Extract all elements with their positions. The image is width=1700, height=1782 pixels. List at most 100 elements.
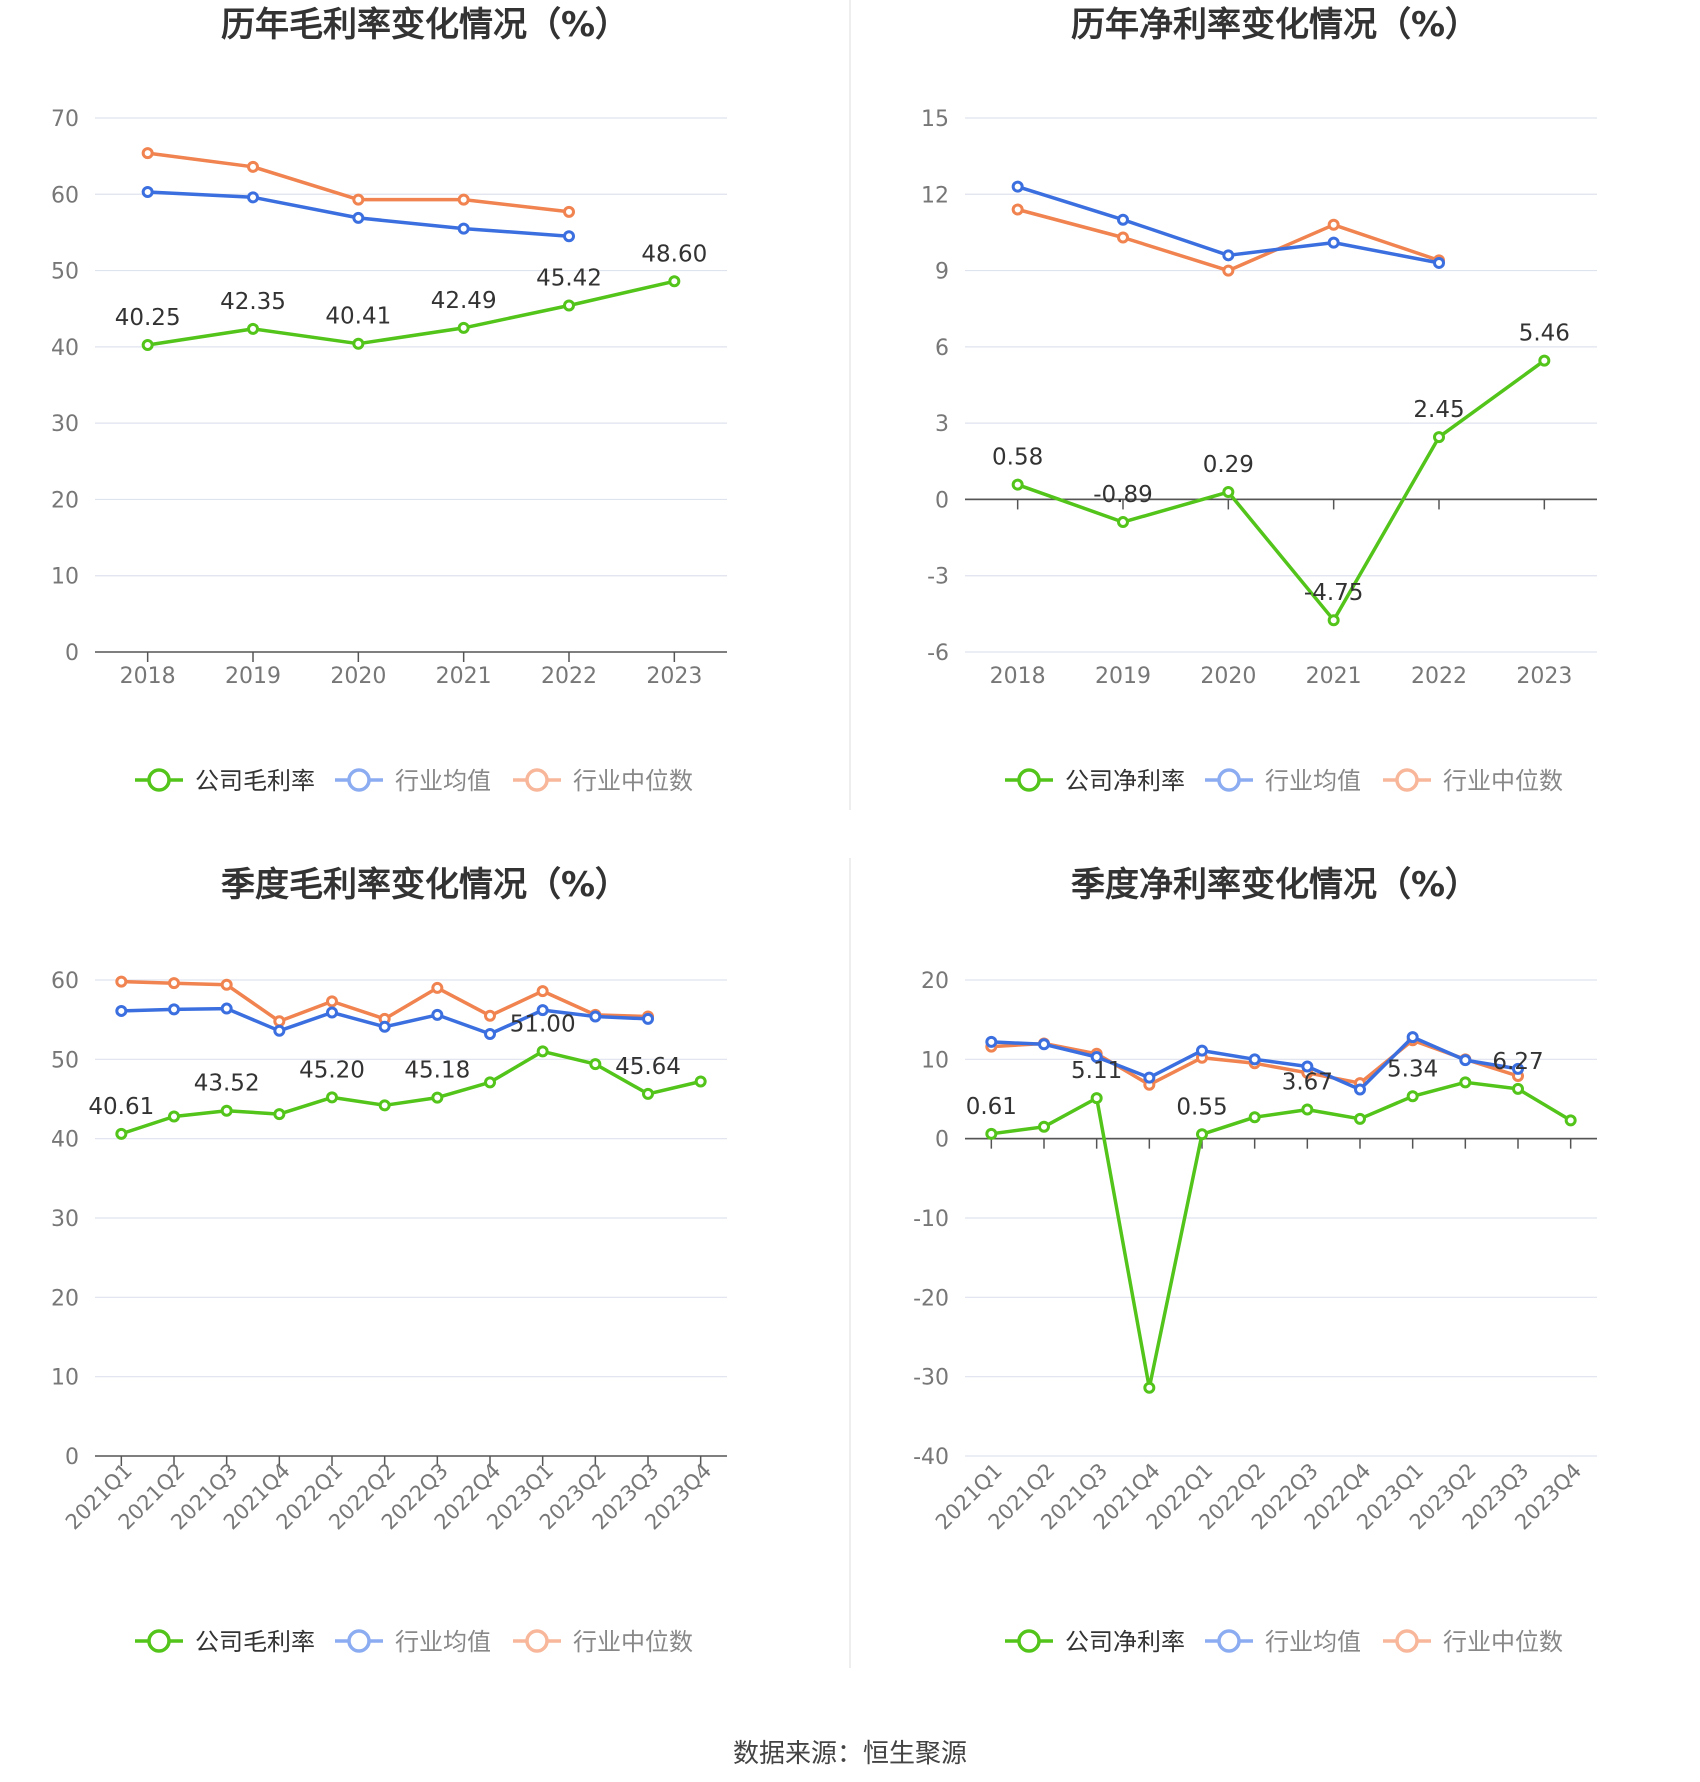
data-point-industry_mean [589,1010,602,1023]
series-line-company [120,1049,702,1136]
y-tick-label: 12 [921,183,949,208]
data-point-company [1301,1103,1314,1116]
data-point-company [1248,1111,1261,1124]
legend-circle-icon [1217,1629,1241,1653]
y-tick-label: 3 [935,412,949,437]
y-tick-label: 10 [51,565,79,590]
data-label: -4.75 [1304,580,1364,606]
data-point-industry_mean [457,222,470,235]
data-point-industry_mean [378,1020,391,1033]
legend-circle-icon [1395,768,1419,792]
series-industry_mean [115,1002,654,1040]
data-label: 42.49 [431,288,497,314]
data-point-company [352,337,365,350]
chart-title: 季度毛利率变化情况（%） [221,865,629,905]
y-tick-label: -10 [913,1207,949,1232]
series-industry_mean [985,1031,1524,1096]
y-tick-label: 30 [51,412,79,437]
x-tick-label: 2022 [541,664,597,689]
data-point-company [326,1091,338,1104]
legend-item-company: 公司净利率 [1005,767,1185,795]
y-tick-label: 0 [65,1445,79,1470]
y-tick-label: 9 [935,260,949,285]
data-label: 0.29 [1203,452,1254,478]
data-label: 45.20 [299,1057,365,1083]
series-company: 40.61 43.52 45.20 45.18 51.00 45.64 [88,1011,707,1140]
legend-item-industry_median: 行业中位数 [1383,1628,1563,1656]
legend-label: 行业中位数 [573,767,693,795]
y-tick-label: 20 [921,969,949,994]
data-label: 5.11 [1071,1058,1122,1084]
chart-panel-3: 季度毛利率变化情况（%）01020304050602021Q12021Q2202… [51,865,727,1656]
y-tick-label: 40 [51,1128,79,1153]
chart-panel-2: 历年净利率变化情况（%） -6 -3 0 3 6 9 12 15 2018 2019 2020 2021… [921,5,1597,795]
legend-label: 行业均值 [395,767,491,795]
data-point-industry_mean [326,1006,338,1019]
x-tick-label: 2020 [1200,664,1256,689]
series-line-company [991,1080,1572,1390]
x-tick-label: 2018 [990,664,1046,689]
data-point-industry_median [484,1009,496,1022]
legend-circle-icon [1217,768,1241,792]
y-tick-label: 50 [51,260,79,285]
y-tick-label: 10 [51,1366,79,1391]
data-point-industry_mean [536,1004,549,1017]
data-point-industry_mean [168,1003,180,1016]
data-point-industry_median [1117,231,1129,244]
legend-item-industry_median: 行业中位数 [513,767,693,795]
data-point-industry_mean [1459,1054,1472,1067]
y-tick-label: 6 [935,336,949,361]
data-point-industry_median [273,1015,286,1028]
data-point-company [1143,1381,1156,1394]
data-label: 51.00 [510,1011,576,1037]
y-tick-label: 0 [935,1128,949,1153]
y-tick-label: 0 [935,488,949,513]
legend: 公司毛利率 行业均值 行业中位数 [135,1628,693,1656]
chart-title: 历年净利率变化情况（%） [1071,5,1479,45]
data-point-industry_mean [1143,1071,1156,1084]
legend-item-industry_mean: 行业均值 [1205,767,1361,795]
x-tick-label: 2021 [1306,664,1362,689]
data-point-company [1038,1120,1050,1133]
x-tick-label: 2019 [1095,664,1151,689]
legend-circle-icon [347,1629,371,1653]
data-point-company [1512,1082,1524,1095]
chart-title: 季度净利率变化情况（%） [1071,865,1479,905]
legend-item-company: 公司毛利率 [135,767,315,795]
x-tick-label: 2022 [1411,664,1467,689]
data-point-company [563,299,575,312]
data-point-industry_mean [1406,1031,1419,1044]
data-point-industry_mean [1196,1044,1208,1057]
data-point-industry_mean [1222,249,1235,262]
data-label: 5.34 [1387,1056,1438,1082]
y-tick-label: -6 [927,641,949,666]
chart-title: 历年毛利率变化情况（%） [221,5,629,45]
y-tick-label: -3 [927,565,949,590]
data-point-industry_median [141,147,154,160]
data-label: 3.67 [1282,1070,1333,1096]
data-point-industry_mean [1301,1060,1314,1073]
x-tick-label: 2021 [436,664,492,689]
data-point-industry_mean [484,1027,496,1040]
data-point-company [1406,1090,1419,1103]
data-point-company [536,1045,549,1058]
y-tick-label: 15 [921,107,949,132]
data-source-note: 数据来源：恒生聚源 [732,1739,967,1769]
legend-item-industry_mean: 行业均值 [1205,1628,1361,1656]
x-tick-label: 2023 [646,664,702,689]
legend-label: 公司毛利率 [195,1628,315,1656]
data-label: 40.25 [115,305,181,331]
legend-circle-icon [525,768,549,792]
data-point-industry_mean [273,1024,286,1037]
data-point-industry_mean [1327,236,1340,249]
y-tick-label: -40 [913,1445,949,1470]
legend-label: 公司净利率 [1065,1628,1185,1656]
series-line-company [147,279,675,347]
data-point-industry_median [431,981,444,994]
data-point-industry_median [536,985,549,998]
data-label: 43.52 [194,1071,260,1097]
data-point-industry_mean [642,1012,654,1025]
data-point-company [273,1108,286,1121]
data-point-industry_median [168,977,180,990]
